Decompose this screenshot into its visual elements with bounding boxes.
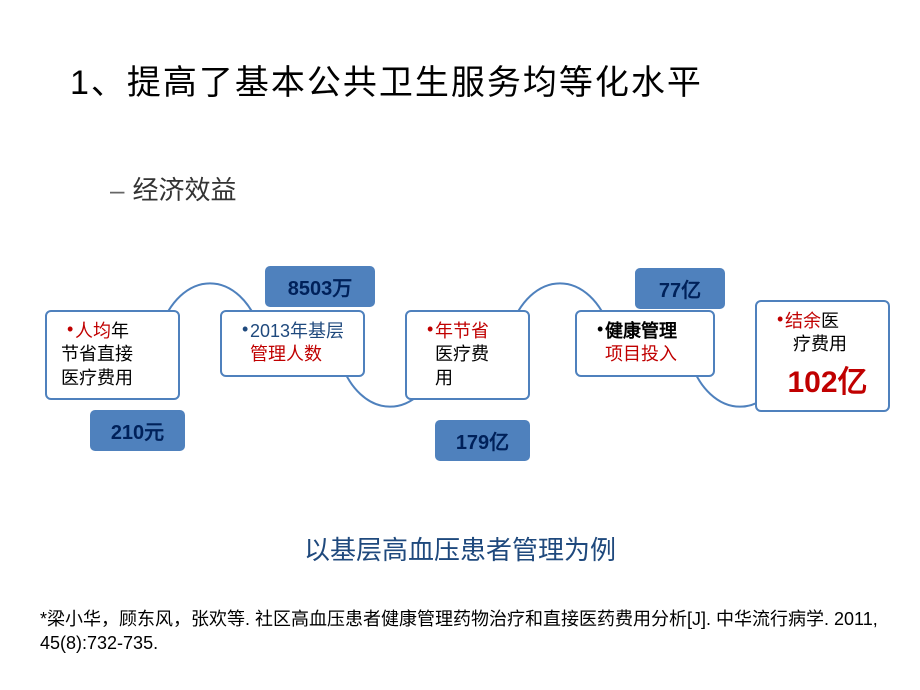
card-text: 疗费用: [793, 334, 847, 354]
flow-card: •结余医疗费用 102亿: [755, 300, 890, 412]
card-text: 用: [435, 368, 453, 388]
card-text: 健康管理: [605, 321, 677, 341]
flow-diagram: •人均年节省直接医疗费用210元•2013年基层管理人数8503万•年节省医疗费…: [30, 280, 900, 480]
bullet-dot: •: [242, 320, 248, 338]
page-title: 1、提高了基本公共卫生服务均等化水平: [70, 55, 703, 104]
flow-card: •健康管理项目投入: [575, 310, 715, 377]
flow-card: •年节省医疗费用: [405, 310, 530, 400]
slide: 1、提高了基本公共卫生服务均等化水平 –经济效益 •人均年节省直接医疗费用210…: [0, 0, 920, 690]
card-text: 项目投入: [605, 344, 677, 364]
example-caption: 以基层高血压患者管理为例: [0, 530, 920, 567]
bullet-dot: •: [427, 320, 433, 338]
footnote-citation: *梁小华，顾东风，张欢等. 社区高血压患者健康管理药物治疗和直接医药费用分析[J…: [40, 608, 880, 655]
value-badge: 179亿: [435, 420, 530, 461]
flow-card: •人均年节省直接医疗费用: [45, 310, 180, 400]
value-badge: 77亿: [635, 268, 725, 309]
subtitle: –经济效益: [110, 170, 236, 207]
card-text: 医疗费: [435, 344, 489, 364]
card-text: 年: [111, 321, 129, 341]
value-badge: 210元: [90, 410, 185, 451]
dash-bullet: –: [110, 175, 124, 205]
bullet-dot: •: [67, 320, 73, 338]
value-badge: 8503万: [265, 266, 375, 307]
card-text: 结余: [785, 311, 821, 331]
card-text: 人均: [75, 321, 111, 341]
card-text: 2013年基层: [250, 321, 344, 341]
bullet-dot: •: [597, 320, 603, 338]
subtitle-text: 经济效益: [132, 175, 236, 205]
card-text: 医疗费用: [61, 368, 133, 388]
card-text: 年节省: [435, 321, 489, 341]
card-text: 管理人数: [250, 344, 322, 364]
bullet-dot: •: [777, 310, 783, 328]
card-big-value: 102亿: [771, 363, 884, 402]
flow-card: •2013年基层管理人数: [220, 310, 365, 377]
card-text: 节省直接: [61, 344, 133, 364]
card-text: 医: [821, 311, 839, 331]
